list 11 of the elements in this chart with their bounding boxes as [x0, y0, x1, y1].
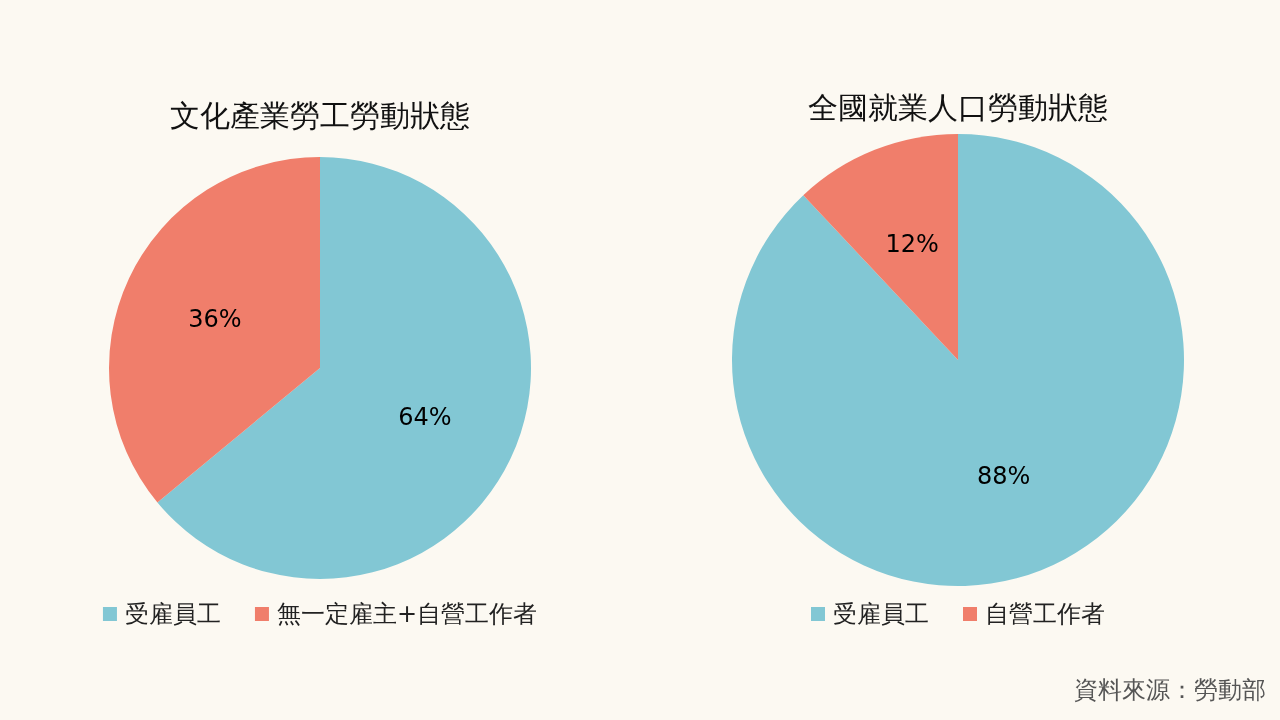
legend-label: 自營工作者	[985, 600, 1105, 628]
data-label: 36%	[188, 304, 242, 333]
chart-title: 全國就業人口勞動狀態	[808, 89, 1108, 125]
data-label: 88%	[977, 461, 1031, 490]
chart-title: 文化產業勞工勞動狀態	[170, 97, 470, 133]
source-note: 資料來源：勞動部	[1074, 676, 1266, 704]
data-label: 64%	[398, 403, 452, 432]
legend-label: 受雇員工	[833, 600, 929, 628]
legend-label: 無一定雇主+自營工作者	[276, 600, 538, 628]
legend-label: 受雇員工	[124, 600, 221, 628]
data-label: 12%	[885, 230, 939, 259]
